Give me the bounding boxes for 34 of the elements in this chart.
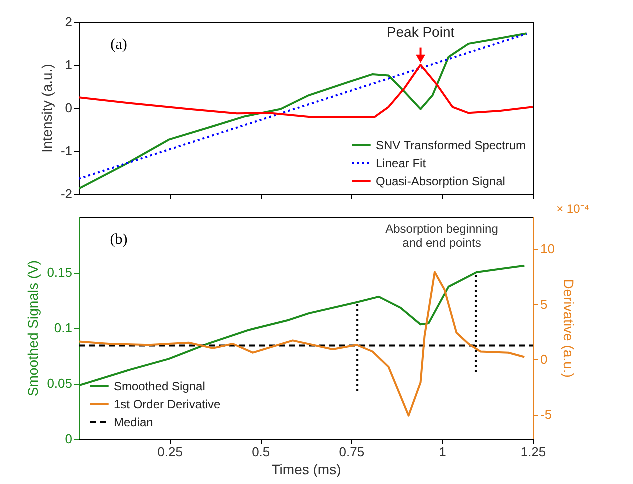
text: × 10⁻⁴ — [556, 202, 590, 216]
x-axis-title: Times (ms) — [272, 462, 342, 478]
x-tick-label: 1 — [439, 444, 446, 460]
y-tick-label: -2 — [60, 186, 72, 202]
y-tick-label: 0.05 — [47, 376, 72, 391]
legend-label: Median — [114, 416, 154, 430]
y-tick-label: 1 — [65, 58, 72, 72]
y-tick-label: 0 — [65, 100, 72, 116]
annotation: Peak Point — [386, 24, 455, 40]
x-tick-label: 0.5 — [252, 444, 270, 460]
y-tick-label: 0.15 — [47, 265, 72, 280]
y-tick-label: 0.1 — [54, 320, 72, 336]
annotation: (b) — [110, 232, 128, 248]
legend-label: SNV Transformed Spectrum — [376, 138, 526, 152]
legend-label: 1st Order Derivative — [114, 398, 222, 412]
x-tick-label: 1.25 — [520, 444, 546, 460]
x-tick-label: 0.25 — [158, 444, 183, 460]
y2-tick-label: 5 — [540, 296, 548, 312]
annotation: (a) — [110, 37, 128, 53]
legend-label: Smoothed Signal — [114, 380, 206, 394]
y2-tick-label: -5 — [540, 407, 552, 422]
y-axis-title: Smoothed Signals (V) — [25, 260, 42, 397]
line-series — [79, 271, 526, 417]
y2-tick-label: 10 — [540, 242, 555, 257]
legend-label: Linear Fit — [376, 156, 427, 170]
y2-tick-label: 0 — [540, 352, 548, 367]
annotation: Absorption beginning and end points — [386, 222, 498, 250]
x-tick-label: 0.75 — [339, 444, 365, 460]
y-tick-label: 0 — [65, 432, 72, 446]
y-tick-label: 2 — [65, 14, 72, 30]
y-axis-title: Intensity (a.u.) — [38, 64, 55, 153]
y-tick-label: -1 — [60, 144, 72, 158]
legend-label: Quasi-Absorption Signal — [376, 174, 506, 188]
y2-axis-title: Derivative (a.u.) — [560, 279, 577, 378]
